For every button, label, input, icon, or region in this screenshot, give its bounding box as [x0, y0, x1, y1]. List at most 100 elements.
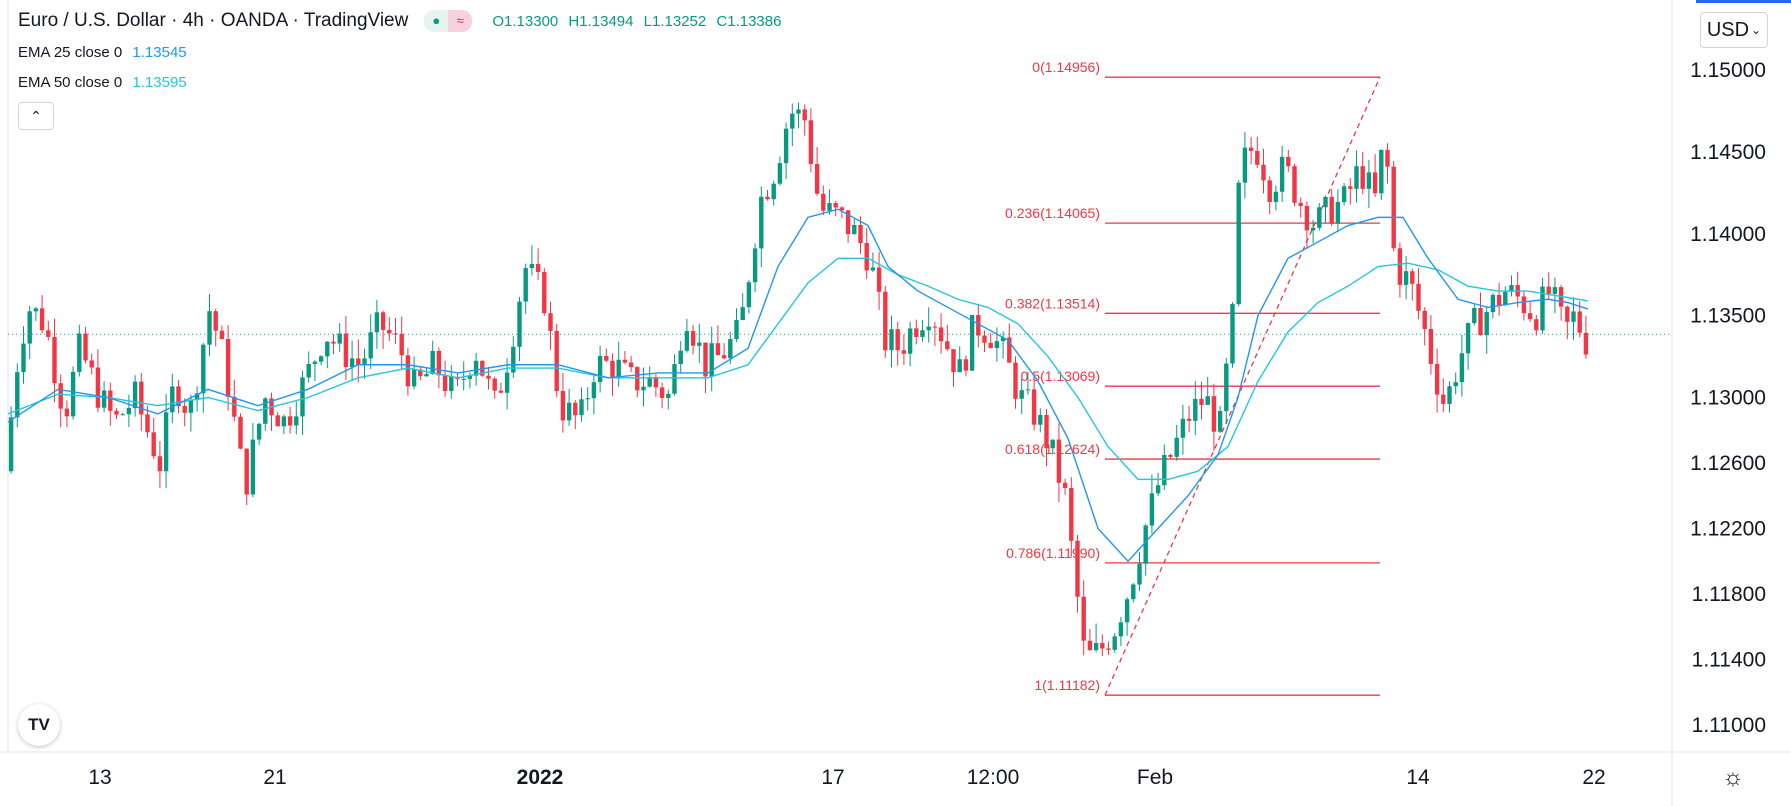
candle-body [876, 267, 882, 292]
candle-body [604, 355, 609, 361]
candle-body [1000, 337, 1006, 342]
candle-body [1583, 332, 1589, 355]
market-status-pill[interactable]: ● ≈ [424, 10, 473, 32]
candle-body [331, 341, 336, 344]
candle-body [914, 328, 919, 337]
candle-body [1106, 648, 1111, 650]
candle-body [585, 398, 590, 400]
candle-body [573, 402, 578, 416]
market-open-icon: ● [424, 10, 449, 32]
candle-body [1540, 286, 1545, 331]
candle-body [994, 341, 1000, 348]
candle-body [1013, 362, 1018, 399]
candle-body [1193, 398, 1198, 421]
tradingview-logo-icon[interactable]: TV [18, 704, 60, 746]
candle-body [1397, 248, 1403, 285]
open-value: O1.13300 [492, 12, 559, 30]
candle-body [1292, 166, 1297, 203]
candle-body [1044, 414, 1049, 449]
candle-body [1341, 186, 1347, 202]
candle-body [1385, 149, 1390, 167]
symbol-title[interactable]: Euro / U.S. Dollar · 4h · OANDA · Tradin… [18, 10, 409, 31]
candle-body [1155, 485, 1161, 494]
candle-body [306, 363, 311, 378]
candle-body [219, 330, 225, 340]
candle-body [1118, 622, 1124, 637]
candle-body [690, 331, 696, 346]
candle-body [27, 311, 32, 344]
candle-body [1168, 455, 1173, 457]
candle-body [1503, 291, 1508, 305]
candle-body [1490, 294, 1496, 313]
candle-body [461, 378, 466, 380]
candle-body [343, 333, 349, 367]
ema50-value: 1.13595 [132, 74, 187, 91]
candle-body [783, 128, 789, 164]
candle-body [1472, 308, 1477, 324]
candle-body [839, 207, 845, 211]
candle-body [318, 356, 324, 362]
candle-body [362, 358, 367, 365]
y-tick-label: 1.12200 [1690, 518, 1766, 541]
candle-body [411, 369, 417, 387]
candle-body [300, 377, 305, 417]
candle-body [734, 320, 739, 340]
candle-body [1075, 540, 1080, 597]
candle-body [1441, 394, 1446, 404]
candle-body [1447, 386, 1452, 404]
currency-button[interactable]: USD ⌄ [1700, 12, 1768, 48]
candle-body [1496, 294, 1502, 305]
candle-body [64, 408, 70, 417]
candle-body [969, 315, 975, 371]
candle-body [833, 203, 838, 208]
ema25-label: EMA 25 close 0 [18, 44, 123, 61]
candle-body [715, 343, 721, 356]
candle-body [1403, 271, 1409, 285]
candle-body [126, 408, 132, 415]
candle-body [70, 371, 76, 417]
candle-body [163, 412, 169, 472]
candle-body [176, 386, 181, 407]
candle-body [1478, 308, 1483, 336]
candle-body [889, 329, 894, 351]
candle-body [356, 358, 361, 365]
candle-body [932, 326, 938, 328]
candle-body [1025, 389, 1031, 391]
ema50-legend[interactable]: EMA 50 close 0 1.13595 [18, 74, 187, 91]
ohlc-values: O1.13300 H1.13494 L1.13252 C1.13386 [492, 13, 787, 30]
y-tick-label: 1.12600 [1690, 452, 1766, 475]
candle-body [684, 331, 690, 351]
ema25-legend[interactable]: EMA 25 close 0 1.13545 [18, 44, 187, 61]
candle-body [1509, 285, 1514, 292]
collapse-legend-button[interactable]: ⌃ [18, 102, 54, 130]
candle-body [976, 315, 981, 336]
candle-body [1565, 306, 1570, 322]
ema50-line [7, 257, 1589, 481]
candle-body [1255, 150, 1260, 165]
candle-body [33, 308, 39, 312]
candle-body [1217, 411, 1223, 432]
candle-body [1521, 296, 1527, 314]
candle-body [387, 329, 392, 334]
candle-body [157, 456, 163, 472]
candle-body [1534, 319, 1539, 331]
candle-body [1007, 337, 1012, 363]
candle-body [467, 375, 473, 379]
fib-level-label: 0(1.14956) [1032, 59, 1100, 75]
candle-body [1428, 328, 1434, 365]
candle-body [194, 393, 200, 401]
candle-body [1081, 596, 1086, 641]
candle-body [1242, 147, 1248, 183]
y-tick-label: 1.11000 [1692, 714, 1766, 737]
gear-icon[interactable]: ☼ [1722, 764, 1744, 791]
candle-body [566, 402, 572, 421]
candle-body [728, 339, 733, 359]
candle-body [399, 333, 404, 356]
candle-body [771, 183, 776, 200]
candle-body [418, 369, 423, 377]
candle-body [442, 375, 448, 392]
candle-body [201, 344, 206, 394]
candle-body [808, 120, 814, 164]
candle-body [1422, 310, 1427, 329]
